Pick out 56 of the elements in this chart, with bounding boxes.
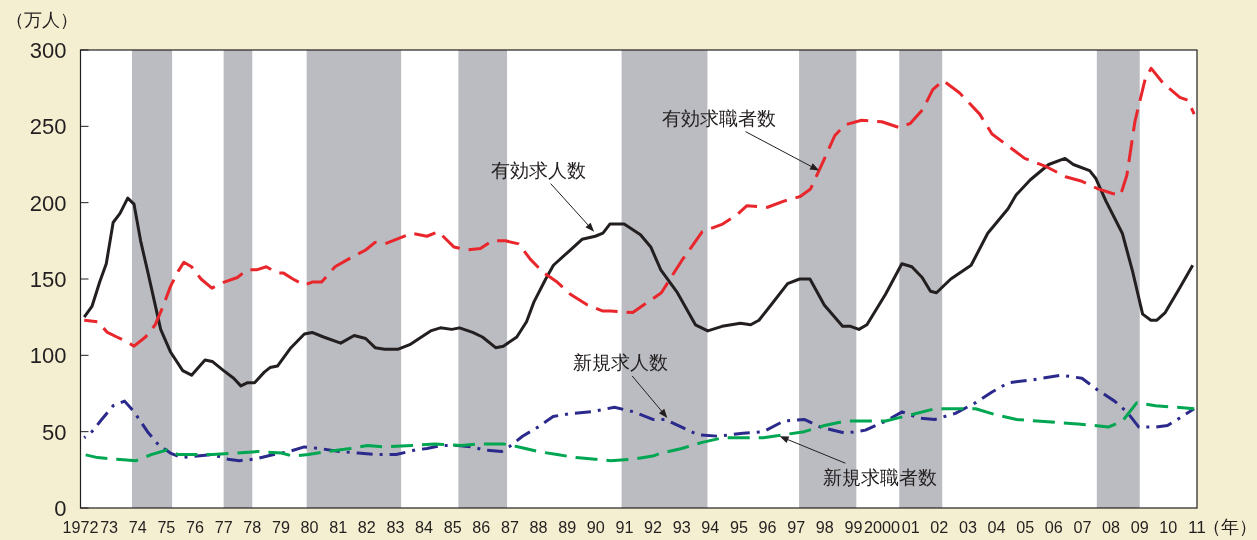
- x-tick-label: 03: [958, 518, 978, 537]
- x-tick-label: 82: [357, 518, 377, 537]
- y-tick-label: 100: [29, 343, 67, 369]
- annotation: 新規求人数: [572, 351, 668, 373]
- y-tick-label: 150: [29, 267, 67, 292]
- x-tick-label: 84: [415, 518, 434, 537]
- x-tick-label: 1972: [62, 518, 101, 537]
- annotation: 新規求職者数: [822, 467, 937, 489]
- y-tick-label: 0: [54, 496, 67, 521]
- x-tick-label: 06: [1044, 518, 1064, 537]
- x-tick-label: 88: [529, 518, 549, 537]
- y-tick-label: 50: [42, 419, 67, 445]
- x-tick-label: 74: [128, 518, 148, 537]
- x-tick-label: 86: [472, 518, 492, 537]
- x-tick-label: 83: [386, 518, 406, 537]
- x-tick-label: 76: [186, 518, 205, 537]
- x-tick-label: 07: [1073, 518, 1093, 537]
- x-tick-label: 91: [615, 518, 635, 537]
- x-tick-label: 09: [1130, 518, 1150, 537]
- line-series: [82, 373, 1196, 463]
- x-tick-label: 89: [558, 518, 578, 537]
- x-tick-label: 94: [701, 518, 721, 537]
- x-tick-label: 78: [243, 518, 263, 537]
- x-tick-label: 73: [100, 518, 120, 537]
- x-tick-label: 95: [729, 518, 749, 537]
- x-tick-label: 01: [901, 518, 921, 537]
- y-tick-label: 300: [29, 38, 67, 63]
- x-tick-label: 02: [930, 518, 950, 537]
- x-tick-label: 96: [758, 518, 778, 537]
- x-tick-label: 97: [787, 518, 807, 537]
- x-tick-label: 08: [1102, 518, 1122, 537]
- annotation: 有効求人数: [490, 159, 586, 181]
- y-tick-label: 200: [29, 190, 67, 216]
- x-tick-label: 81: [329, 518, 349, 537]
- x-tick-label: 93: [672, 518, 692, 537]
- x-tick-label: 75: [157, 518, 177, 537]
- x-tick-label: 99: [844, 518, 864, 537]
- x-tick-label: 79: [271, 518, 291, 537]
- y-tick-label: 250: [29, 114, 67, 140]
- x-tick-label: 11: [1188, 518, 1206, 537]
- y-axis-title: （万人）: [6, 10, 78, 30]
- line-series: [82, 401, 1196, 463]
- x-tick-label: 85: [443, 518, 463, 537]
- line-series: [82, 156, 1195, 388]
- x-tick-label: 04: [987, 518, 1007, 537]
- x-tick-label: 77: [214, 518, 234, 537]
- x-tick-label: 80: [300, 518, 320, 537]
- line-series: [82, 66, 1196, 348]
- x-tick-label: 92: [644, 518, 663, 537]
- x-tick-label: 90: [586, 518, 606, 537]
- annotation: 有効求職者数: [662, 107, 777, 129]
- x-tick-label: 87: [500, 518, 520, 537]
- x-tick-label: 05: [1016, 518, 1036, 537]
- x-tick-label: 10: [1159, 518, 1179, 537]
- x-tick-label: 98: [815, 518, 835, 537]
- x-tick-label: 2000: [864, 518, 902, 537]
